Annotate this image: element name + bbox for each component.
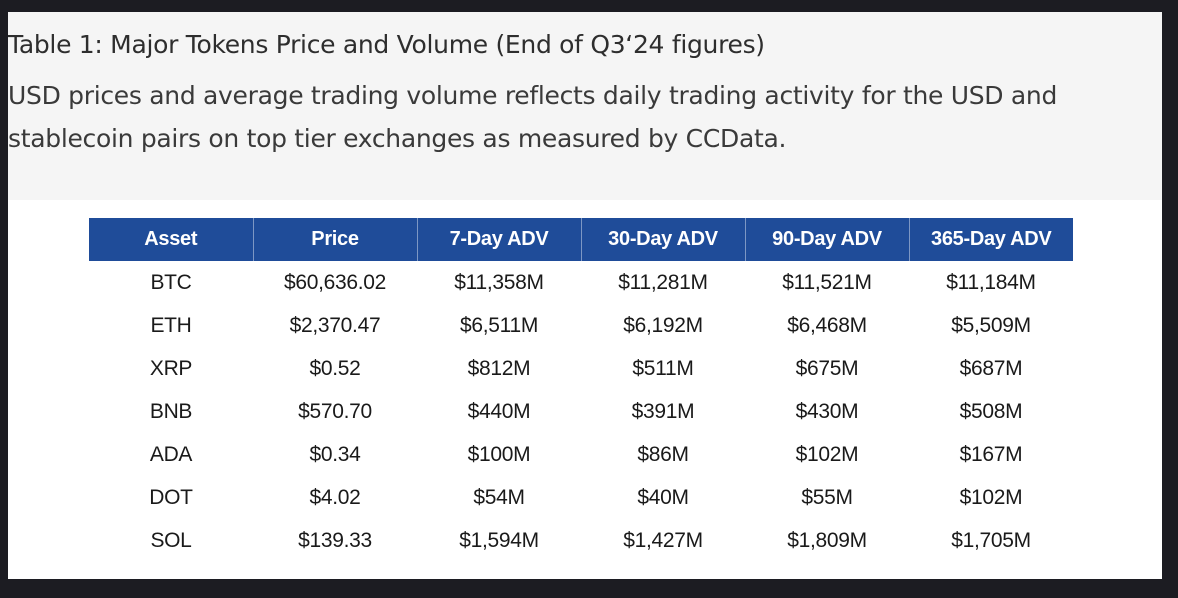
column-header-7-day-adv: 7-Day ADV <box>417 218 582 261</box>
cell-asset: DOT <box>149 485 193 509</box>
token-price-volume-table: Asset Price 7-Day ADV 30-Day ADV 90-Day … <box>89 218 1073 562</box>
cell-asset: XRP <box>149 356 193 380</box>
caption-description: USD prices and average trading volume re… <box>8 81 1058 153</box>
cell-30-day-adv: $391M <box>631 399 695 423</box>
cell-asset: BTC <box>150 270 192 294</box>
cell-price: $4.02 <box>309 485 361 509</box>
cell-365-day-adv: $687M <box>959 356 1023 380</box>
cell-365-day-adv: $5,509M <box>951 313 1031 337</box>
cell-7-day-adv: $54M <box>473 485 525 509</box>
cell-365-day-adv: $11,184M <box>946 270 1036 294</box>
table-row: DOT $4.02 $54M $40M $55M $102M <box>89 476 1073 519</box>
cell-price: $139.33 <box>298 528 372 552</box>
cell-price: $2,370.47 <box>289 313 381 337</box>
table-row: ADA $0.34 $100M $86M $102M $167M <box>89 433 1073 476</box>
cell-price: $570.70 <box>298 399 372 423</box>
cell-90-day-adv: $430M <box>795 399 859 423</box>
cell-30-day-adv: $6,192M <box>623 313 703 337</box>
cell-30-day-adv: $511M <box>632 356 694 380</box>
column-header-365-day-adv: 365-Day ADV <box>909 218 1073 261</box>
cell-365-day-adv: $508M <box>959 399 1023 423</box>
cell-asset: BNB <box>149 399 193 423</box>
cell-30-day-adv: $40M <box>637 485 689 509</box>
cell-90-day-adv: $675M <box>795 356 859 380</box>
cell-7-day-adv: $6,511M <box>459 313 539 337</box>
table-header-row: Asset Price 7-Day ADV 30-Day ADV 90-Day … <box>89 218 1073 261</box>
column-header-30-day-adv: 30-Day ADV <box>581 218 746 261</box>
cell-asset: SOL <box>150 528 192 552</box>
cell-asset: ADA <box>149 442 193 466</box>
cell-90-day-adv: $11,521M <box>782 270 872 294</box>
table-row: BNB $570.70 $440M $391M $430M $508M <box>89 390 1073 433</box>
table-row: BTC $60,636.02 $11,358M $11,281M $11,521… <box>89 261 1073 304</box>
cell-365-day-adv: $102M <box>959 485 1023 509</box>
column-header-90-day-adv: 90-Day ADV <box>745 218 910 261</box>
cell-7-day-adv: $11,358M <box>454 270 544 294</box>
table-row: SOL $139.33 $1,594M $1,427M $1,809M $1,7… <box>89 519 1073 562</box>
cell-7-day-adv: $440M <box>467 399 531 423</box>
cell-30-day-adv: $1,427M <box>623 528 703 552</box>
cell-price: $0.34 <box>309 442 361 466</box>
column-header-price: Price <box>253 218 418 261</box>
document-frame: Table 1: Major Tokens Price and Volume (… <box>8 12 1162 579</box>
cell-365-day-adv: $167M <box>959 442 1023 466</box>
caption-title: Table 1: Major Tokens Price and Volume (… <box>8 30 765 59</box>
cell-90-day-adv: $6,468M <box>787 313 867 337</box>
cell-7-day-adv: $1,594M <box>459 528 539 552</box>
cell-price: $0.52 <box>309 356 361 380</box>
table-row: XRP $0.52 $812M $511M $675M $687M <box>89 347 1073 390</box>
cell-7-day-adv: $100M <box>467 442 531 466</box>
cell-price: $60,636.02 <box>283 270 387 294</box>
cell-30-day-adv: $86M <box>637 442 689 466</box>
table-row: ETH $2,370.47 $6,511M $6,192M $6,468M $5… <box>89 304 1073 347</box>
table-caption: Table 1: Major Tokens Price and Volume (… <box>8 12 1162 200</box>
cell-90-day-adv: $1,809M <box>787 528 867 552</box>
cell-90-day-adv: $102M <box>795 442 859 466</box>
cell-7-day-adv: $812M <box>467 356 531 380</box>
cell-90-day-adv: $55M <box>801 485 853 509</box>
cell-asset: ETH <box>150 313 192 337</box>
column-header-asset: Asset <box>89 218 254 261</box>
cell-30-day-adv: $11,281M <box>618 270 708 294</box>
cell-365-day-adv: $1,705M <box>951 528 1031 552</box>
